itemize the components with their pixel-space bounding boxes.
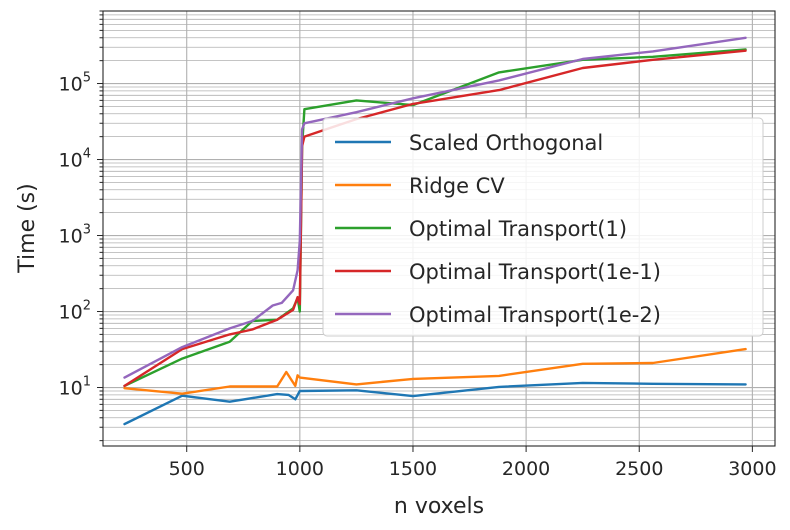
y-axis: 101 102 103 104 105 [59, 10, 103, 442]
legend: Scaled Orthogonal Ridge CV Optimal Transpo… [322, 117, 764, 337]
x-axis-label: n voxels [394, 494, 484, 519]
y-tick-label: 103 [59, 223, 91, 248]
x-axis: 500 1000 1500 2000 2500 3000 [169, 446, 777, 480]
plot-frame [102, 10, 776, 447]
legend-label: Optimal Transport(1) [409, 217, 627, 241]
y-tick-label: 102 [59, 299, 91, 324]
series-line-5 [123, 36, 747, 379]
legend-label: Ridge CV [409, 174, 505, 198]
x-tick-label: 3000 [728, 458, 776, 480]
y-tick-label: 104 [59, 147, 91, 172]
y-axis-label: Time (s) [15, 183, 40, 273]
series-layer [123, 36, 747, 426]
x-tick-label: 1500 [389, 458, 437, 480]
y-tick-label: 105 [59, 71, 91, 96]
legend-label: Optimal Transport(1e-2) [409, 303, 661, 327]
legend-label: Scaled Orthogonal [409, 131, 603, 155]
x-tick-label: 2000 [502, 458, 550, 480]
x-tick-label: 2500 [615, 458, 663, 480]
series-line-2 [123, 347, 747, 395]
legend-box [322, 117, 764, 337]
series-line-1 [123, 381, 747, 426]
x-tick-label: 1000 [276, 458, 324, 480]
y-tick-label: 101 [59, 375, 91, 400]
x-tick-label: 500 [169, 458, 205, 480]
legend-label: Optimal Transport(1e-1) [409, 260, 661, 284]
